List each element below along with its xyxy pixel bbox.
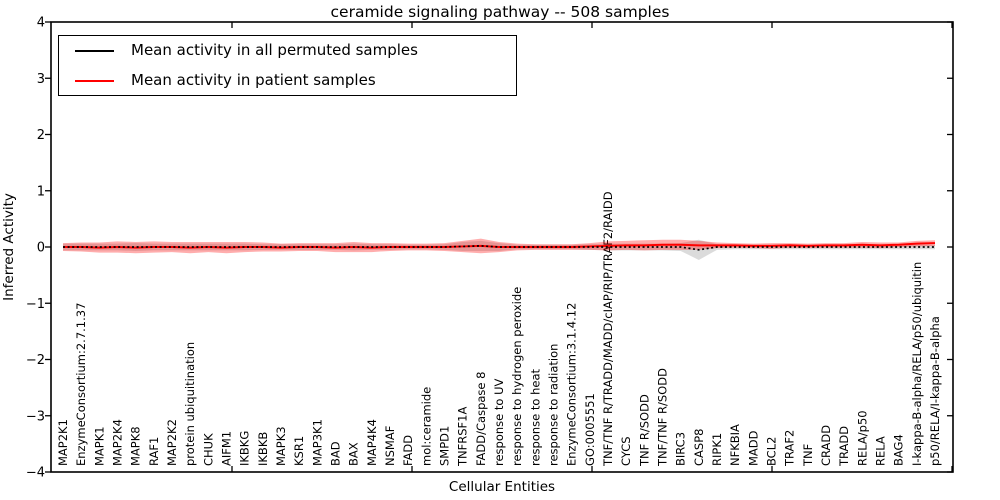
x-tick-label: BIRC3 <box>674 432 688 466</box>
x-tick-label: I-kappa-B-alpha/RELA/p50/ubiquitin <box>910 262 924 466</box>
x-tick-label: IKBKG <box>238 431 252 466</box>
y-tick-label: −2 <box>26 353 45 368</box>
x-tick-label: response to hydrogen peroxide <box>510 287 524 466</box>
x-tick-label: response to heat <box>528 369 542 466</box>
y-tick-label: 4 <box>37 16 45 31</box>
x-tick-label: BAX <box>347 442 361 466</box>
x-tick-label: FADD/Caspase 8 <box>474 372 488 466</box>
legend-item-permuted: Mean activity in all permuted samples <box>75 38 516 64</box>
x-tick-label: BAG4 <box>892 434 906 466</box>
permuted-mean-line <box>63 245 936 251</box>
x-tick-label: RAF1 <box>147 437 161 466</box>
x-tick-label: protein ubiquitination <box>183 342 197 466</box>
x-tick-label: CASP8 <box>692 429 706 466</box>
x-tick-label: MAPK1 <box>92 426 106 466</box>
plot-border <box>50 21 954 473</box>
x-tick-label: FADD <box>401 435 415 466</box>
x-tick-label: CRADD <box>819 425 833 466</box>
x-axis-label: Cellular Entities <box>449 479 555 495</box>
std-bands <box>63 238 936 260</box>
y-tick-label: −3 <box>26 409 45 424</box>
x-tick-label: EnzymeConsortium:3.1.4.12 <box>565 303 579 466</box>
x-tick-label: RELA <box>874 436 888 466</box>
patient-std-band <box>63 238 936 254</box>
x-tick-label: TNF R/SODD <box>637 394 651 467</box>
x-tick-label: BCL2 <box>765 437 779 466</box>
x-tick-label: TRADD <box>837 426 851 467</box>
legend-label-permuted: Mean activity in all permuted samples <box>131 41 418 59</box>
x-tick-label: SMPD1 <box>438 426 452 466</box>
x-tick-label: TRAF2 <box>783 430 797 467</box>
mean-lines <box>63 242 936 251</box>
y-tick-label: −4 <box>26 466 45 481</box>
x-tick-label: CHUK <box>201 433 215 466</box>
x-tick-label: IKBKB <box>256 432 270 466</box>
patient-line-swatch <box>75 79 114 82</box>
y-tick-label: −1 <box>26 297 45 312</box>
x-tick-labels: MAP2K1 EnzymeConsortium:2.7.1.37 MAPK1 MAP2… <box>56 191 942 467</box>
y-tick-label: 2 <box>37 128 45 143</box>
x-tick-label: mol:ceramide <box>419 387 433 466</box>
y-tick-label: 0 <box>37 241 45 256</box>
x-tick-label: MAP4K4 <box>365 419 379 466</box>
x-tick-label: MAP2K2 <box>165 419 179 466</box>
patient-mean-line <box>63 242 936 249</box>
legend-label-patient: Mean activity in patient samples <box>131 71 376 89</box>
x-tick-label: CYCS <box>619 436 633 466</box>
y-tick-label: 3 <box>37 72 45 87</box>
x-tick-label: TNF/TNF R/TRADD/MADD/cIAP/RIP/TRAF2/RAID… <box>601 191 615 467</box>
x-tick-label: MADD <box>746 430 760 466</box>
x-tick-label: response to UV <box>492 378 506 466</box>
y-tick-labels: 4 3 2 1 0 −1 −2 −3 −4 <box>26 16 45 481</box>
x-tick-label: response to radiation <box>547 344 561 466</box>
x-tick-label: MAPK8 <box>129 426 143 466</box>
x-tick-label: MAP3K1 <box>310 419 324 466</box>
x-tick-label: TNF <box>801 444 815 467</box>
x-tick-label: RIPK1 <box>710 433 724 466</box>
legend-item-patient: Mean activity in patient samples <box>75 68 516 94</box>
permuted-line-swatch <box>75 49 114 52</box>
x-tick-label: MAP2K1 <box>56 419 70 466</box>
x-tick-label: EnzymeConsortium:2.7.1.37 <box>74 303 88 466</box>
x-tick-label: AIFM1 <box>220 431 234 466</box>
x-tick-label: BAD <box>329 441 343 466</box>
x-tick-label: RELA/p50 <box>855 410 869 466</box>
x-tick-label: NFKBIA <box>728 424 742 466</box>
chart-title: ceramide signaling pathway -- 508 sample… <box>331 3 670 21</box>
x-tick-label: KSR1 <box>292 436 306 466</box>
y-axis-label: Inferred Activity <box>1 193 17 301</box>
x-tick-label: GO:0005551 <box>583 393 597 466</box>
x-tick-label: MAP2K4 <box>111 419 125 466</box>
x-tick-label: TNFRSF1A <box>456 407 470 467</box>
x-tick-label: NSMAF <box>383 426 397 466</box>
x-tick-label: p50/RELA/I-kappa-B-alpha <box>928 316 942 466</box>
y-tick-label: 1 <box>37 184 45 199</box>
legend: Mean activity in all permuted samples Me… <box>58 35 517 96</box>
x-tick-label: MAPK3 <box>274 426 288 466</box>
x-tick-label: TNF/TNF R/SODD <box>656 368 670 467</box>
